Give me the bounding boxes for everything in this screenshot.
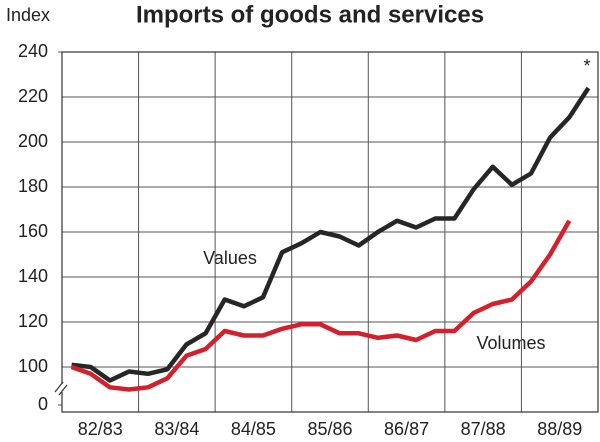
annotation: *	[583, 56, 590, 76]
data-line	[70, 219, 572, 392]
x-tick-label: 83/84	[154, 419, 199, 439]
y-axis-label: Index	[6, 5, 50, 25]
x-tick-label: 88/89	[537, 419, 582, 439]
y-tick-label: 0	[38, 394, 48, 414]
y-tick-label: 120	[18, 311, 48, 331]
y-tick-label: 180	[18, 176, 48, 196]
x-tick-label: 85/86	[307, 419, 352, 439]
axis-break-gap	[56, 384, 68, 392]
y-tick-label: 240	[18, 41, 48, 61]
axis-break	[58, 384, 68, 396]
data-line	[71, 86, 591, 383]
plot-frame	[61, 51, 599, 413]
x-tick-label: 84/85	[231, 419, 276, 439]
y-tick-label: 140	[18, 266, 48, 286]
series-label: Volumes	[476, 333, 545, 353]
series-label: Values	[203, 248, 257, 268]
y-tick-label: 100	[18, 356, 48, 376]
y-tick-label: 220	[18, 86, 48, 106]
chart-title: Imports of goods and services	[136, 1, 484, 28]
axis-break	[54, 381, 64, 393]
y-tick-label: 200	[18, 131, 48, 151]
y-tick-label: 160	[18, 221, 48, 241]
x-tick-label: 82/83	[78, 419, 123, 439]
x-tick-label: 87/88	[461, 419, 506, 439]
x-tick-label: 86/87	[384, 419, 429, 439]
